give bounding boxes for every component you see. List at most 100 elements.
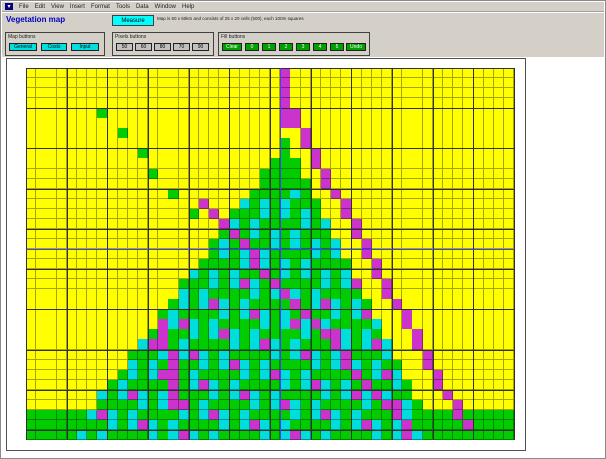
map-cell[interactable] xyxy=(473,68,484,79)
map-cell[interactable] xyxy=(127,158,139,169)
map-cell[interactable] xyxy=(503,178,515,189)
map-cell[interactable] xyxy=(381,279,393,290)
map-cell[interactable] xyxy=(442,218,454,230)
map-cell[interactable] xyxy=(117,339,128,350)
map-cell[interactable] xyxy=(46,329,57,340)
map-cell[interactable] xyxy=(300,289,311,300)
map-cell[interactable] xyxy=(473,369,484,380)
map-cell[interactable] xyxy=(178,118,189,129)
map-cell[interactable] xyxy=(209,208,220,220)
map-cell[interactable] xyxy=(168,369,179,380)
map-cell[interactable] xyxy=(46,289,57,300)
map-cell[interactable] xyxy=(493,359,505,370)
map-cell[interactable] xyxy=(168,138,179,149)
map-cell[interactable] xyxy=(381,319,393,330)
map-cell[interactable] xyxy=(178,289,189,300)
map-cell[interactable] xyxy=(249,279,261,290)
map-cell[interactable] xyxy=(320,319,332,330)
map-cell[interactable] xyxy=(97,68,108,79)
map-cell[interactable] xyxy=(209,228,220,240)
map-cell[interactable] xyxy=(107,329,118,340)
map-cell[interactable] xyxy=(259,399,271,411)
map-cell[interactable] xyxy=(168,108,179,119)
map-cell[interactable] xyxy=(412,399,423,411)
map-cell[interactable] xyxy=(229,419,240,431)
map-cell[interactable] xyxy=(46,409,57,421)
map-cell[interactable] xyxy=(66,238,78,250)
map-cell[interactable] xyxy=(442,248,454,260)
map-cell[interactable] xyxy=(188,319,200,330)
map-cell[interactable] xyxy=(392,248,403,260)
map-cell[interactable] xyxy=(158,138,169,149)
map-cell[interactable] xyxy=(392,218,403,230)
map-cell[interactable] xyxy=(371,218,383,230)
map-cell[interactable] xyxy=(341,279,352,290)
map-cell[interactable] xyxy=(259,409,271,421)
map-cell[interactable] xyxy=(300,419,311,431)
map-cell[interactable] xyxy=(127,238,139,250)
map-cell[interactable] xyxy=(300,248,311,260)
map-cell[interactable] xyxy=(300,389,311,401)
map-cell[interactable] xyxy=(46,228,57,240)
map-cell[interactable] xyxy=(453,309,464,320)
map-cell[interactable] xyxy=(107,319,118,330)
map-cell[interactable] xyxy=(56,238,67,250)
map-cell[interactable] xyxy=(381,289,393,300)
map-cell[interactable] xyxy=(463,68,474,79)
map-cell[interactable] xyxy=(26,359,37,370)
map-cell[interactable] xyxy=(56,188,67,199)
map-cell[interactable] xyxy=(493,238,505,250)
general-button[interactable]: General xyxy=(9,43,37,51)
map-cell[interactable] xyxy=(402,269,413,280)
map-cell[interactable] xyxy=(280,128,291,139)
map-cell[interactable] xyxy=(46,68,57,79)
map-cell[interactable] xyxy=(320,309,332,320)
map-cell[interactable] xyxy=(453,148,464,159)
map-cell[interactable] xyxy=(219,68,230,79)
map-cell[interactable] xyxy=(483,409,494,421)
map-cell[interactable] xyxy=(97,259,108,270)
map-cell[interactable] xyxy=(219,389,230,401)
map-cell[interactable] xyxy=(239,98,250,109)
map-cell[interactable] xyxy=(432,178,444,189)
map-cell[interactable] xyxy=(381,228,393,240)
map-cell[interactable] xyxy=(351,218,362,230)
map-cell[interactable] xyxy=(26,228,37,240)
map-cell[interactable] xyxy=(56,339,67,350)
map-cell[interactable] xyxy=(371,399,383,411)
map-cell[interactable] xyxy=(270,389,281,401)
map-cell[interactable] xyxy=(107,389,118,401)
map-cell[interactable] xyxy=(392,369,403,380)
map-cell[interactable] xyxy=(371,299,383,310)
map-cell[interactable] xyxy=(178,389,189,401)
map-cell[interactable] xyxy=(422,108,433,119)
map-cell[interactable] xyxy=(371,138,383,149)
map-cell[interactable] xyxy=(473,429,484,441)
map-cell[interactable] xyxy=(402,259,413,270)
map-cell[interactable] xyxy=(36,168,47,179)
map-cell[interactable] xyxy=(127,68,139,79)
map-cell[interactable] xyxy=(280,118,291,129)
map-cell[interactable] xyxy=(300,128,311,139)
map-cell[interactable] xyxy=(66,319,78,330)
map-cell[interactable] xyxy=(361,108,372,119)
map-cell[interactable] xyxy=(56,329,67,340)
map-cell[interactable] xyxy=(351,279,362,290)
map-cell[interactable] xyxy=(331,178,342,189)
map-cell[interactable] xyxy=(198,98,210,109)
map-cell[interactable] xyxy=(46,248,57,260)
map-cell[interactable] xyxy=(463,419,474,431)
map-cell[interactable] xyxy=(36,369,47,380)
map-cell[interactable] xyxy=(229,309,240,320)
map-cell[interactable] xyxy=(178,419,189,431)
map-cell[interactable] xyxy=(137,419,149,431)
map-cell[interactable] xyxy=(188,369,200,380)
map-cell[interactable] xyxy=(127,389,139,401)
map-cell[interactable] xyxy=(422,289,433,300)
map-cell[interactable] xyxy=(249,78,261,89)
map-cell[interactable] xyxy=(198,228,210,240)
map-cell[interactable] xyxy=(26,299,37,310)
map-cell[interactable] xyxy=(371,309,383,320)
map-cell[interactable] xyxy=(97,88,108,99)
map-cell[interactable] xyxy=(56,178,67,189)
